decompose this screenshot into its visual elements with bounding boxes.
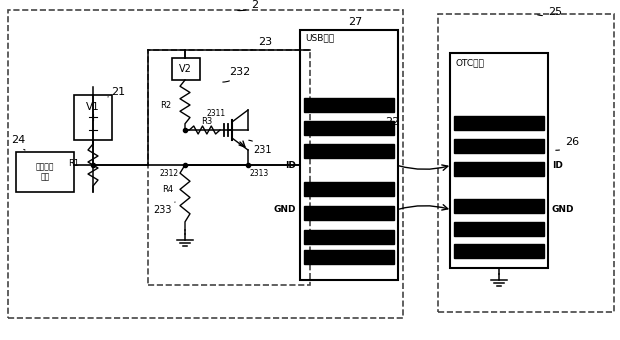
Bar [304,206,394,220]
Text: 26: 26 [556,137,579,150]
Bar [454,139,544,153]
Text: 2313: 2313 [250,169,269,177]
Bar [454,116,544,130]
Text: 22: 22 [372,117,399,128]
Text: 21: 21 [108,87,125,97]
Text: GND: GND [552,205,575,215]
Text: R1: R1 [68,159,79,169]
Bar [454,244,544,258]
Bar [304,250,394,264]
Text: 拥发检测
电路: 拥发检测 电路 [36,162,55,182]
Bar [16,152,74,192]
Text: OTC设备: OTC设备 [455,58,484,68]
Bar [454,199,544,213]
Text: V1: V1 [86,102,100,112]
Text: 2312: 2312 [160,169,179,177]
Bar [304,230,394,244]
Text: 23: 23 [250,37,272,50]
Text: 2311: 2311 [207,109,226,119]
Bar [300,30,398,280]
Bar [304,121,394,135]
Text: R2: R2 [160,101,171,109]
Bar [304,98,394,112]
Bar [74,95,112,140]
Text: 2: 2 [237,0,259,11]
Text: 24: 24 [11,135,25,150]
Bar [172,58,200,80]
Bar [304,182,394,196]
Bar [304,144,394,158]
Text: 233: 233 [154,202,175,215]
Text: 232: 232 [223,67,250,82]
Text: USB接口: USB接口 [305,34,334,42]
Bar [454,222,544,236]
Text: R3: R3 [201,118,212,126]
Bar [454,162,544,176]
Bar [450,53,548,268]
Text: 25: 25 [538,7,562,17]
Text: ID: ID [552,160,563,170]
Text: 231: 231 [249,140,272,155]
Text: R4: R4 [162,186,173,194]
Text: 27: 27 [338,17,362,30]
Bar [8,10,403,318]
Text: GND: GND [273,205,296,215]
Bar [438,14,614,312]
Text: V2: V2 [179,64,192,74]
Text: ID: ID [285,160,296,170]
Bar [148,50,310,285]
